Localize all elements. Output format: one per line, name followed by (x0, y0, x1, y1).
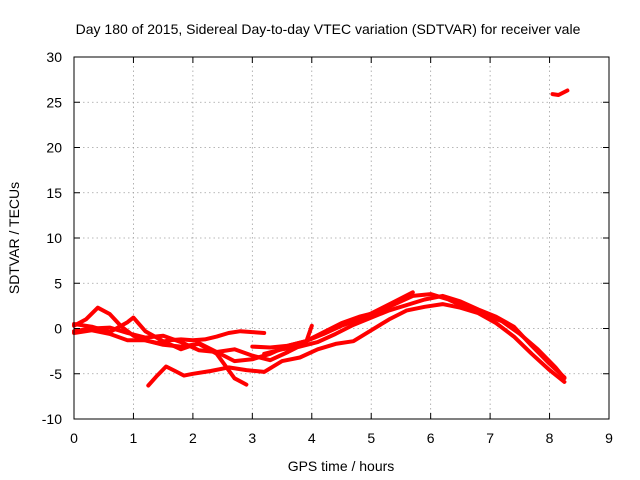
x-tick-label: 5 (367, 430, 375, 446)
plot-series (72, 88, 570, 388)
y-tick-label: -10 (42, 411, 62, 427)
series-line-arc-1 (72, 305, 267, 345)
x-tick-label: 3 (248, 430, 256, 446)
y-tick-label: 0 (54, 321, 62, 337)
series-line-arc-7 (250, 292, 567, 381)
x-tick-label: 9 (605, 430, 613, 446)
series-line-arc-8 (550, 88, 570, 97)
y-tick-label: 10 (46, 230, 62, 246)
x-tick-label: 4 (308, 430, 316, 446)
axis-ticks: 0 1 2 3 4 5 6 7 8 9 -10 -5 0 5 10 15 20 25 30 (42, 49, 613, 446)
x-tick-label: 1 (130, 430, 138, 446)
series-line-arc-2 (72, 290, 415, 364)
y-tick-label: 25 (46, 94, 62, 110)
series-line-arc-5 (146, 302, 567, 388)
y-tick-label: 15 (46, 185, 62, 201)
y-tick-label: 5 (54, 275, 62, 291)
x-tick-label: 8 (546, 430, 554, 446)
series-line-arc-4 (72, 328, 249, 387)
x-axis-label: GPS time / hours (288, 458, 395, 474)
y-axis-label: SDTVAR / TECUs (6, 182, 22, 294)
grid (74, 57, 609, 419)
series-line-arc-3 (72, 323, 314, 363)
y-tick-label: 20 (46, 140, 62, 156)
y-tick-label: 30 (46, 49, 62, 65)
x-tick-label: 7 (486, 430, 494, 446)
x-tick-label: 2 (189, 430, 197, 446)
x-tick-label: 0 (70, 430, 78, 446)
x-tick-label: 6 (427, 430, 435, 446)
chart-title: Day 180 of 2015, Sidereal Day-to-day VTE… (76, 21, 581, 37)
y-tick-label: -5 (50, 366, 63, 382)
